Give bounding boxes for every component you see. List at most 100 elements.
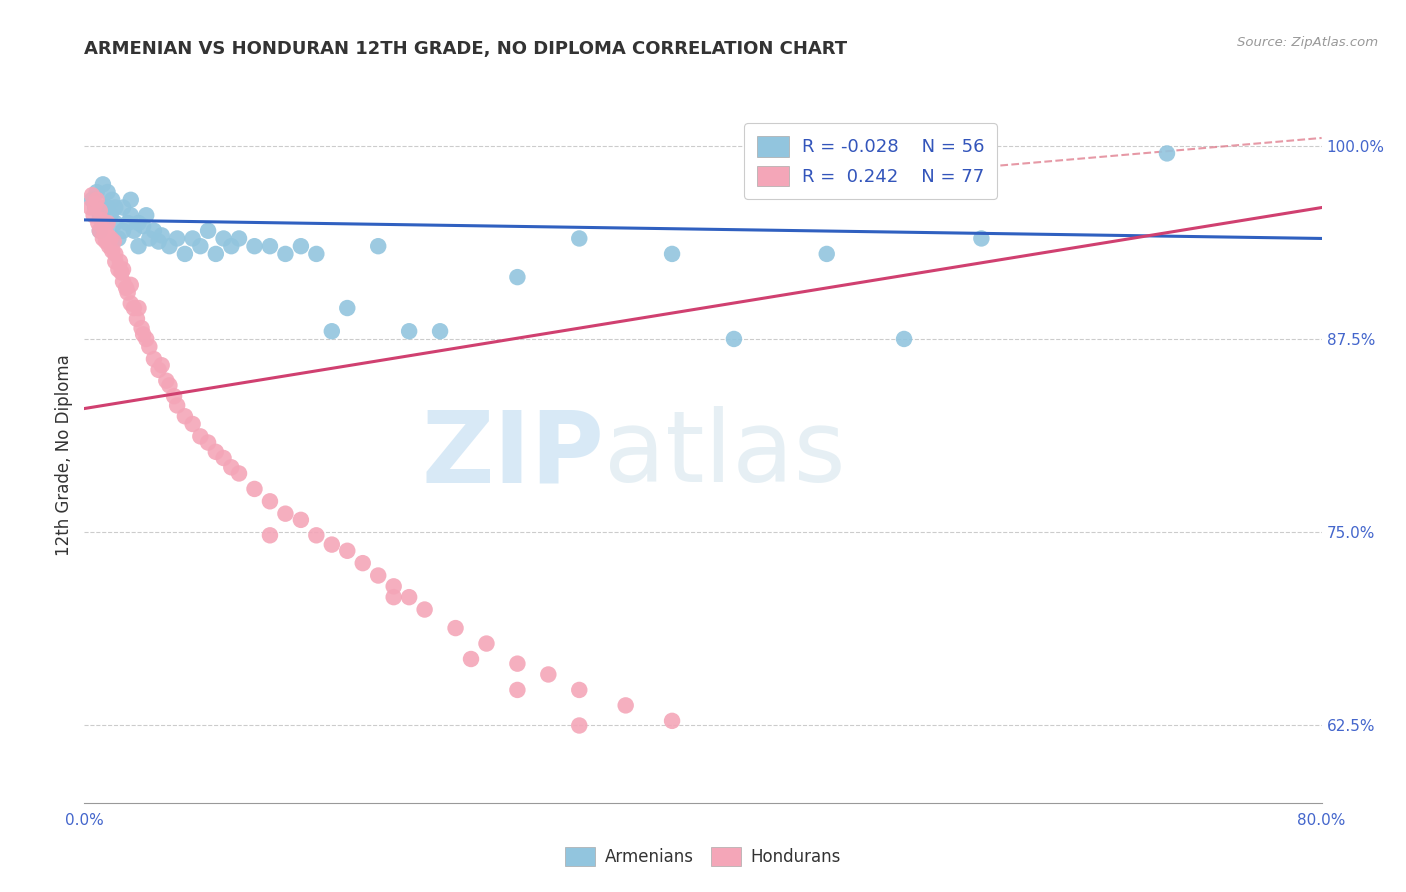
Point [93, 201, 115, 215]
Point [89, 224, 111, 238]
Point [188, 239, 212, 253]
Point [228, 467, 250, 481]
Point [115, 281, 138, 295]
Point [506, 270, 529, 285]
Point [97, 185, 120, 199]
Point [132, 327, 155, 342]
Point [150, 358, 173, 372]
Point [138, 340, 160, 354]
Point [166, 231, 188, 245]
Point [205, 445, 228, 459]
Point [117, 285, 139, 300]
Point [98, 239, 121, 253]
Legend: Armenians, Hondurans: Armenians, Hondurans [557, 838, 849, 875]
Point [103, 235, 125, 249]
Point [122, 301, 145, 315]
Point [212, 450, 235, 465]
Text: Source: ZipAtlas.com: Source: ZipAtlas.com [1237, 36, 1378, 49]
Point [128, 216, 150, 230]
Point [259, 494, 281, 508]
Point [398, 324, 420, 338]
Point [131, 321, 153, 335]
Legend: R = -0.028    N = 56, R =  0.242    N = 77: R = -0.028 N = 56, R = 0.242 N = 77 [744, 123, 997, 199]
Point [120, 208, 142, 222]
Point [97, 216, 120, 230]
Point [93, 224, 115, 238]
Point [893, 332, 915, 346]
Point [1388, 714, 1406, 728]
Point [506, 682, 529, 697]
Point [568, 231, 591, 245]
Point [188, 429, 212, 443]
Point [125, 311, 148, 326]
Point [336, 543, 359, 558]
Point [274, 507, 297, 521]
Point [212, 231, 235, 245]
Point [110, 265, 132, 279]
Point [429, 324, 451, 338]
Point [305, 528, 328, 542]
Point [970, 231, 993, 245]
Point [197, 224, 219, 238]
Point [89, 224, 111, 238]
Point [86, 185, 108, 199]
Point [107, 231, 129, 245]
Point [79, 201, 101, 215]
Point [135, 208, 157, 222]
Point [305, 247, 328, 261]
Point [104, 254, 127, 268]
Point [321, 538, 343, 552]
Point [97, 201, 120, 215]
Point [132, 219, 155, 233]
Point [87, 216, 110, 230]
Point [243, 239, 266, 253]
Point [290, 513, 312, 527]
Point [112, 262, 135, 277]
Point [398, 590, 420, 604]
Point [243, 482, 266, 496]
Point [104, 216, 127, 230]
Point [86, 193, 108, 207]
Point [228, 231, 250, 245]
Point [143, 224, 166, 238]
Point [336, 301, 359, 315]
Point [89, 203, 111, 218]
Point [148, 363, 170, 377]
Point [367, 239, 389, 253]
Point [143, 352, 166, 367]
Point [274, 247, 297, 261]
Point [661, 247, 683, 261]
Point [82, 188, 104, 202]
Point [475, 636, 498, 650]
Point [120, 296, 142, 310]
Point [101, 193, 124, 207]
Point [815, 247, 838, 261]
Point [128, 239, 150, 253]
Point [221, 460, 243, 475]
Point [506, 657, 529, 671]
Point [568, 682, 591, 697]
Point [90, 213, 112, 227]
Point [221, 239, 243, 253]
Point [135, 332, 157, 346]
Point [181, 231, 204, 245]
Point [107, 262, 129, 277]
Point [97, 228, 120, 243]
Point [91, 178, 114, 192]
Point [104, 247, 127, 261]
Point [84, 197, 107, 211]
Point [382, 579, 405, 593]
Point [112, 201, 135, 215]
Point [382, 590, 405, 604]
Point [537, 667, 560, 681]
Point [84, 201, 107, 215]
Point [100, 231, 122, 245]
Point [1388, 726, 1406, 740]
Point [166, 399, 188, 413]
Point [91, 231, 114, 245]
Point [174, 247, 197, 261]
Point [614, 698, 637, 713]
Point [723, 332, 745, 346]
Point [460, 652, 482, 666]
Point [181, 417, 204, 431]
